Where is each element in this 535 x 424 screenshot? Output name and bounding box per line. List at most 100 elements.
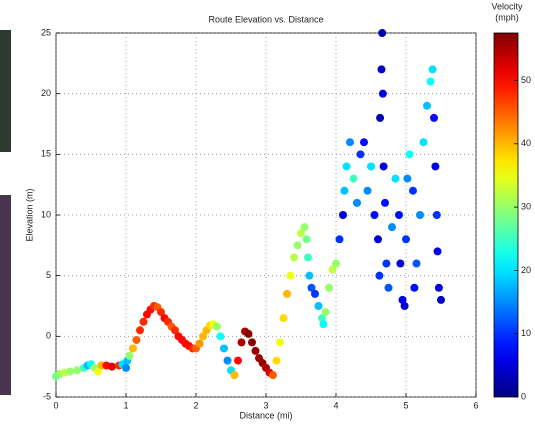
point — [437, 295, 445, 304]
point — [382, 259, 391, 268]
point — [374, 235, 382, 244]
point — [195, 339, 204, 348]
point — [283, 289, 291, 298]
y-tick-label: 10 — [41, 209, 51, 219]
point — [302, 235, 311, 244]
point — [332, 259, 340, 268]
colorbar-tick-label: 40 — [521, 138, 531, 148]
point — [431, 162, 440, 171]
x-tick-label: 0 — [53, 400, 58, 410]
point — [272, 356, 281, 365]
point — [279, 314, 288, 323]
point — [73, 366, 81, 375]
point — [94, 367, 102, 376]
point — [433, 247, 442, 256]
point — [319, 320, 328, 329]
point — [432, 211, 441, 219]
point — [339, 211, 347, 219]
colorbar-tick-label: 50 — [521, 75, 531, 85]
y-tick-label: -5 — [43, 391, 51, 401]
point — [395, 211, 403, 219]
point — [311, 289, 319, 298]
point — [340, 186, 349, 195]
point — [403, 174, 412, 183]
point — [297, 229, 305, 238]
point — [378, 29, 387, 37]
point — [234, 356, 242, 365]
y-tick-label: 15 — [41, 149, 51, 159]
point — [349, 174, 358, 183]
point — [108, 362, 116, 371]
point — [318, 314, 326, 323]
point — [434, 283, 443, 292]
colorbar — [493, 32, 519, 398]
point — [328, 265, 337, 274]
colorbar-tick-label: 0 — [521, 391, 526, 401]
point — [335, 235, 344, 244]
x-axis-label: Distance (mi) — [239, 410, 292, 420]
x-tick-label: 1 — [123, 400, 128, 410]
point — [136, 326, 144, 335]
point — [378, 89, 387, 98]
point — [307, 283, 316, 292]
y-tick-label: 25 — [41, 27, 51, 37]
point — [290, 253, 298, 262]
point — [305, 271, 314, 280]
point — [367, 162, 375, 171]
point — [376, 113, 385, 122]
point — [405, 150, 414, 159]
point — [430, 113, 438, 122]
colorbar-tick-label: 20 — [521, 265, 531, 275]
point — [363, 186, 372, 195]
point — [375, 271, 384, 280]
point — [423, 101, 431, 110]
point — [388, 223, 396, 232]
point — [409, 186, 417, 195]
point — [129, 344, 137, 353]
point — [428, 65, 437, 74]
point — [370, 211, 379, 219]
colorbar-tick-label: 30 — [521, 201, 531, 211]
x-tick-label: 6 — [473, 400, 478, 410]
point — [199, 332, 207, 341]
point — [321, 308, 330, 317]
point — [269, 371, 277, 380]
point — [216, 332, 225, 341]
point — [384, 283, 393, 292]
chart-title: Route Elevation vs. Distance — [208, 14, 323, 24]
point — [276, 338, 284, 347]
point — [416, 211, 424, 219]
point — [125, 351, 134, 360]
point — [325, 283, 333, 292]
photo-strip — [0, 195, 11, 395]
point — [66, 367, 74, 376]
point — [304, 253, 312, 262]
point — [400, 302, 409, 310]
point — [157, 308, 165, 317]
y-axis-label: Elevation (m) — [24, 188, 34, 241]
point — [314, 302, 323, 310]
y-tick-label: 5 — [46, 270, 51, 280]
point — [346, 138, 354, 147]
point — [410, 283, 419, 292]
point — [426, 77, 435, 86]
point — [391, 174, 400, 183]
point — [286, 271, 295, 280]
colorbar-unit: (mph) — [495, 12, 519, 22]
point — [342, 162, 351, 171]
point — [171, 326, 179, 335]
point — [251, 346, 260, 355]
point — [223, 356, 232, 365]
point — [230, 371, 239, 380]
point — [213, 322, 221, 331]
colorbar-title: Velocity — [491, 1, 523, 11]
point — [237, 338, 246, 347]
point — [244, 329, 253, 338]
point — [398, 295, 407, 304]
point — [353, 198, 361, 207]
point — [396, 259, 405, 268]
point — [381, 198, 389, 207]
colorbar-tick-label: 10 — [521, 328, 531, 338]
point — [122, 363, 130, 372]
